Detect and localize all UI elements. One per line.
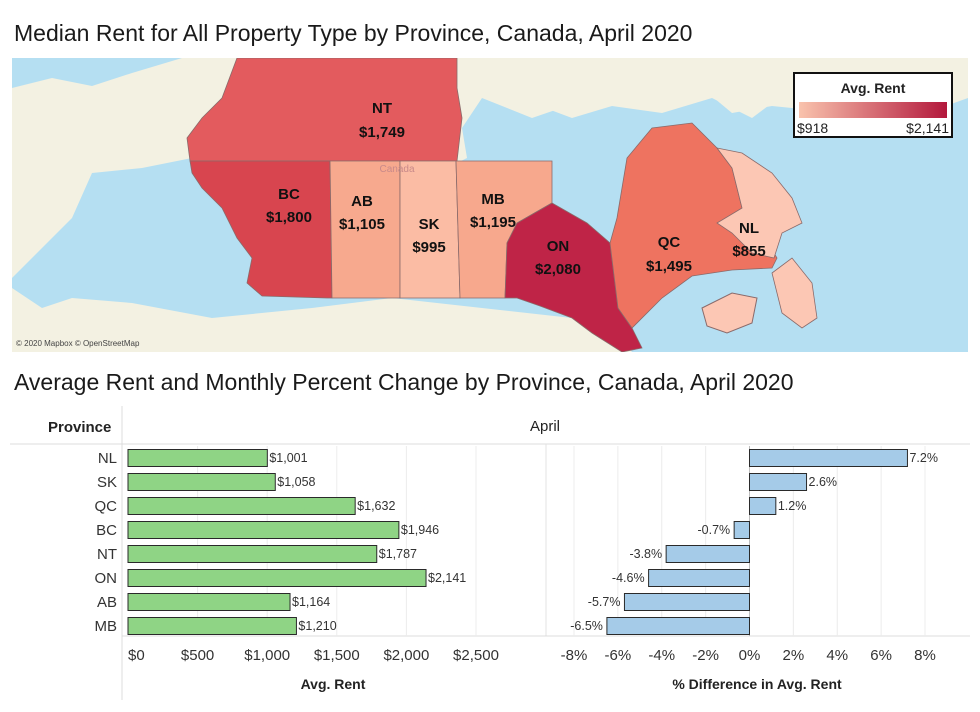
pct-change-bar xyxy=(623,593,750,611)
legend-title: Avg. Rent xyxy=(840,80,906,96)
bar-charts: Province April Avg. Rent % Difference in… xyxy=(10,406,970,700)
on-code-label: ON xyxy=(547,238,570,255)
province-row-label: ON xyxy=(95,570,118,587)
row-header: Province xyxy=(48,419,111,436)
left-tick-label: $2,500 xyxy=(453,647,499,664)
left-tick-label: $0 xyxy=(128,647,145,664)
right-axis-title: % Difference in Avg. Rent xyxy=(672,676,842,692)
pct-change-value-label: -3.8% xyxy=(629,547,662,561)
avg-rent-value-label: $1,787 xyxy=(379,547,417,561)
legend-max: $2,141 xyxy=(906,120,949,136)
province-row-label: SK xyxy=(97,474,117,491)
right-tick-label: -4% xyxy=(648,647,675,664)
chart-title: Average Rent and Monthly Percent Change … xyxy=(14,369,794,395)
mb-code-label: MB xyxy=(481,191,504,208)
province-row-label: BC xyxy=(96,522,117,539)
pct-change-value-label: 7.2% xyxy=(909,451,938,465)
left-tick-label: $1,000 xyxy=(244,647,290,664)
avg-rent-value-label: $1,946 xyxy=(401,523,439,537)
right-tick-label: -6% xyxy=(605,647,632,664)
bc-value-label: $1,800 xyxy=(266,209,312,226)
map-credit: © 2020 Mapbox © OpenStreetMap xyxy=(16,339,140,348)
right-tick-label: 2% xyxy=(783,647,805,664)
pct-change-value-label: -0.7% xyxy=(697,523,730,537)
avg-rent-value-label: $2,141 xyxy=(428,571,466,585)
province-row-label: AB xyxy=(97,594,117,611)
pct-change-bar xyxy=(749,473,808,491)
landmass-arctic xyxy=(482,58,792,118)
avg-rent-value-label: $1,210 xyxy=(298,619,336,633)
pct-change-bar xyxy=(665,545,751,563)
pct-change-value-label: 2.6% xyxy=(809,475,838,489)
avg-rent-bar xyxy=(127,593,291,611)
left-tick-label: $1,500 xyxy=(314,647,360,664)
avg-rent-bar xyxy=(127,569,427,587)
pct-change-bar xyxy=(749,449,908,467)
right-tick-label: 8% xyxy=(914,647,936,664)
ab-value-label: $1,105 xyxy=(339,216,385,233)
left-tick-label: $2,000 xyxy=(383,647,429,664)
avg-rent-value-label: $1,632 xyxy=(357,499,395,513)
avg-rent-bar xyxy=(127,545,378,563)
qc-code-label: QC xyxy=(658,234,681,251)
qc-value-label: $1,495 xyxy=(646,258,692,275)
pct-change-bar xyxy=(749,497,777,515)
right-tick-label: 6% xyxy=(870,647,892,664)
avg-rent-bar xyxy=(127,497,356,515)
avg-rent-value-label: $1,164 xyxy=(292,595,330,609)
right-tick-label: -8% xyxy=(561,647,588,664)
nl-value-label: $855 xyxy=(732,243,765,260)
pct-change-value-label: -5.7% xyxy=(588,595,621,609)
mb-value-label: $1,195 xyxy=(470,214,516,231)
avg-rent-bar xyxy=(127,473,276,491)
pct-change-bar xyxy=(733,521,750,539)
nt-code-label: NT xyxy=(372,100,392,117)
left-tick-label: $500 xyxy=(181,647,214,664)
avg-rent-value-label: $1,001 xyxy=(269,451,307,465)
landmass-south xyxy=(12,288,632,352)
left-axis-title: Avg. Rent xyxy=(301,676,366,692)
province-row-label: NT xyxy=(97,546,117,563)
right-tick-label: 4% xyxy=(826,647,848,664)
map-legend: Avg. Rent $918 $2,141 xyxy=(793,72,953,138)
province-NL-island[interactable] xyxy=(771,257,818,329)
province-NL[interactable] xyxy=(716,147,803,259)
column-header: April xyxy=(530,418,560,435)
avg-rent-value-label: $1,058 xyxy=(277,475,315,489)
ab-code-label: AB xyxy=(351,193,373,210)
sk-code-label: SK xyxy=(419,216,440,233)
pct-change-value-label: -4.6% xyxy=(612,571,645,585)
pct-change-value-label: -6.5% xyxy=(570,619,603,633)
map-title: Median Rent for All Property Type by Pro… xyxy=(14,20,693,46)
country-label: Canada xyxy=(379,164,414,175)
sk-value-label: $995 xyxy=(412,239,445,256)
maritime-provinces[interactable] xyxy=(701,292,758,334)
pct-change-bar xyxy=(648,569,751,587)
right-tick-label: -2% xyxy=(692,647,719,664)
nt-value-label: $1,749 xyxy=(359,124,405,141)
province-row-label: NL xyxy=(98,450,117,467)
province-row-label: QC xyxy=(95,498,118,515)
avg-rent-bar xyxy=(127,617,297,635)
bc-code-label: BC xyxy=(278,186,300,203)
province-row-label: MB xyxy=(95,618,118,635)
legend-min: $918 xyxy=(797,120,829,136)
avg-rent-bar xyxy=(127,449,268,467)
on-value-label: $2,080 xyxy=(535,261,581,278)
legend-color-ramp xyxy=(799,102,947,118)
avg-rent-bar xyxy=(127,521,400,539)
pct-change-value-label: 1.2% xyxy=(778,499,807,513)
pct-change-bar xyxy=(606,617,750,635)
nl-code-label: NL xyxy=(739,220,759,237)
right-tick-label: 0% xyxy=(739,647,761,664)
